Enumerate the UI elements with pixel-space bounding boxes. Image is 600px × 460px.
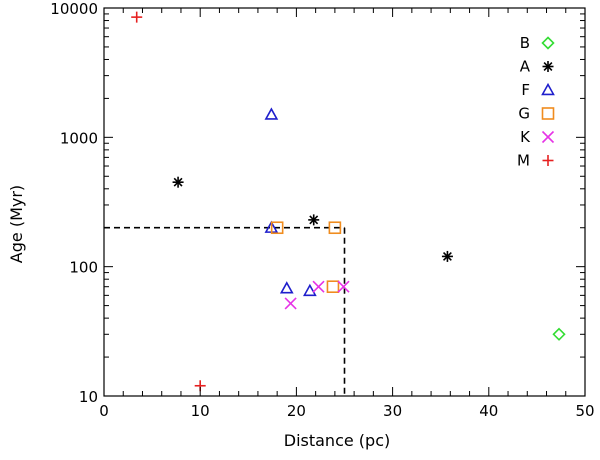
data-point-f	[303, 283, 317, 297]
data-point-f	[264, 107, 279, 120]
data-point-a-stroke	[173, 177, 183, 187]
legend-marker-k	[541, 130, 555, 144]
data-point-k-stroke	[284, 297, 297, 310]
data-point-g-shape	[326, 280, 340, 294]
legend-marker-m	[542, 155, 554, 166]
y-tick-label: 10000	[50, 0, 98, 18]
x-tick-label: 10	[191, 402, 210, 420]
y-tick-label: 10	[79, 388, 98, 406]
data-point-f-shape	[303, 283, 317, 297]
data-point-b-shape	[552, 327, 566, 341]
data-point-m	[131, 11, 143, 23]
legend-marker-g	[541, 107, 555, 120]
legend-marker-g-shape	[541, 107, 555, 120]
data-point-f-shape	[279, 281, 294, 294]
plot-frame	[103, 7, 586, 397]
data-point-a	[172, 176, 184, 188]
legend-label-f: F	[521, 81, 530, 99]
legend-label-k: K	[520, 128, 531, 146]
x-tick-label: 40	[479, 402, 498, 420]
data-point-k	[337, 280, 350, 293]
legend-marker-b-shape	[541, 36, 555, 50]
legend-label-g: G	[518, 105, 530, 123]
x-tick-label: 50	[575, 402, 594, 420]
data-point-a-stroke	[442, 251, 452, 261]
legend-marker-a-stroke	[543, 62, 553, 71]
data-point-f	[279, 281, 294, 294]
data-point-b	[552, 327, 566, 341]
legend-label-a: A	[520, 58, 531, 76]
legend-marker-f	[541, 82, 555, 96]
y-axis-title: Age (Myr)	[7, 185, 26, 263]
data-point-k	[284, 297, 297, 310]
y-tick-label: 1000	[60, 129, 98, 147]
data-point-k-stroke	[337, 280, 350, 293]
data-point-k-stroke	[312, 280, 325, 293]
x-axis-title: Distance (pc)	[284, 431, 390, 450]
data-point-g	[328, 221, 342, 235]
data-point-a-stroke	[309, 215, 319, 225]
legend-marker-a	[542, 61, 554, 72]
data-point-g-shape	[270, 221, 284, 235]
data-point-a	[441, 250, 453, 262]
legend-label-b: B	[520, 34, 530, 52]
x-tick-label: 20	[287, 402, 306, 420]
legend-marker-k-stroke	[541, 130, 555, 144]
y-tick-label: 100	[69, 259, 98, 277]
x-tick-label: 30	[383, 402, 402, 420]
data-point-g-shape	[328, 221, 342, 235]
data-point-f-shape	[264, 107, 279, 120]
data-point-k	[312, 280, 325, 293]
legend-marker-f-shape	[541, 82, 555, 96]
x-tick-label: 0	[99, 402, 109, 420]
legend-label-m: M	[517, 152, 530, 170]
legend-marker-b	[541, 36, 555, 50]
data-point-g	[270, 221, 284, 235]
data-point-g	[326, 280, 340, 294]
data-point-a	[308, 214, 320, 226]
